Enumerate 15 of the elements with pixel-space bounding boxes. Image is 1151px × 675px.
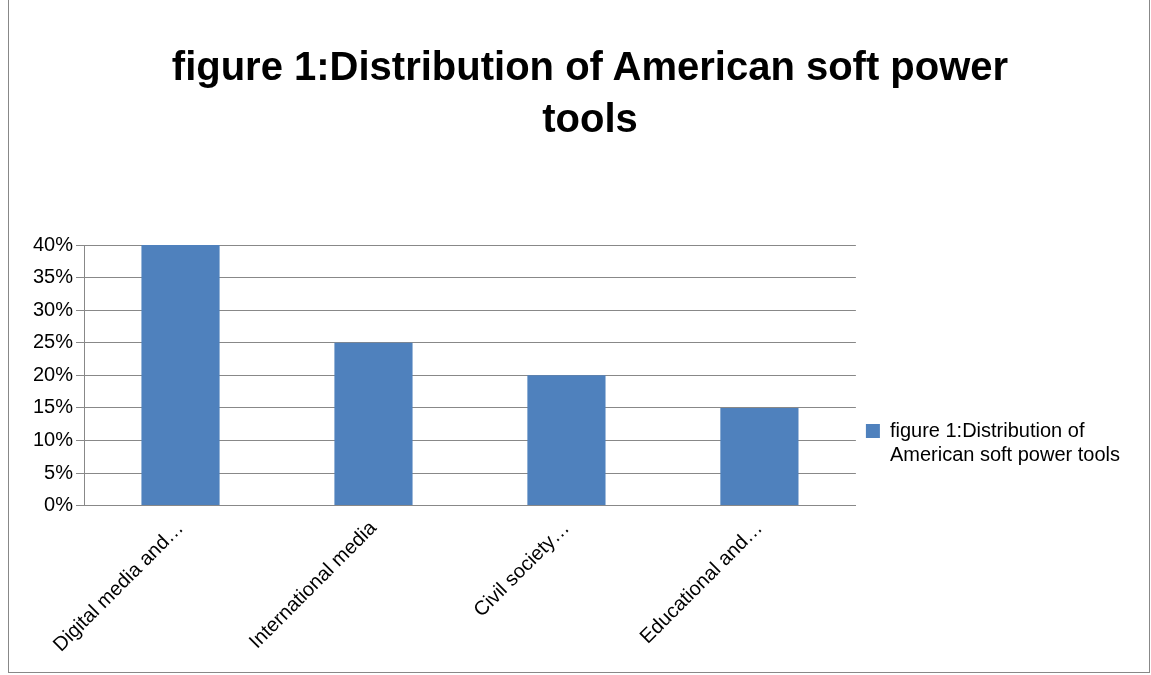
bar [141, 245, 220, 506]
legend-label: figure 1:Distribution of American soft power tools [889, 418, 1121, 465]
y-tick-label: 0% [44, 493, 74, 516]
y-tick-label: 10% [33, 427, 74, 450]
y-tick-label: 35% [33, 265, 74, 288]
y-tick-label: 25% [33, 330, 74, 353]
y-tick-label: 30% [33, 297, 74, 320]
chart-title: figure 1:Distribution of American soft power tools [170, 43, 1010, 142]
y-tick-label: 15% [33, 395, 74, 418]
y-tick-label: 20% [33, 362, 74, 385]
y-tick-label: 40% [33, 232, 74, 255]
bar [720, 407, 799, 506]
bar [334, 342, 413, 506]
y-tick-label: 5% [44, 460, 74, 483]
bar [527, 375, 606, 506]
